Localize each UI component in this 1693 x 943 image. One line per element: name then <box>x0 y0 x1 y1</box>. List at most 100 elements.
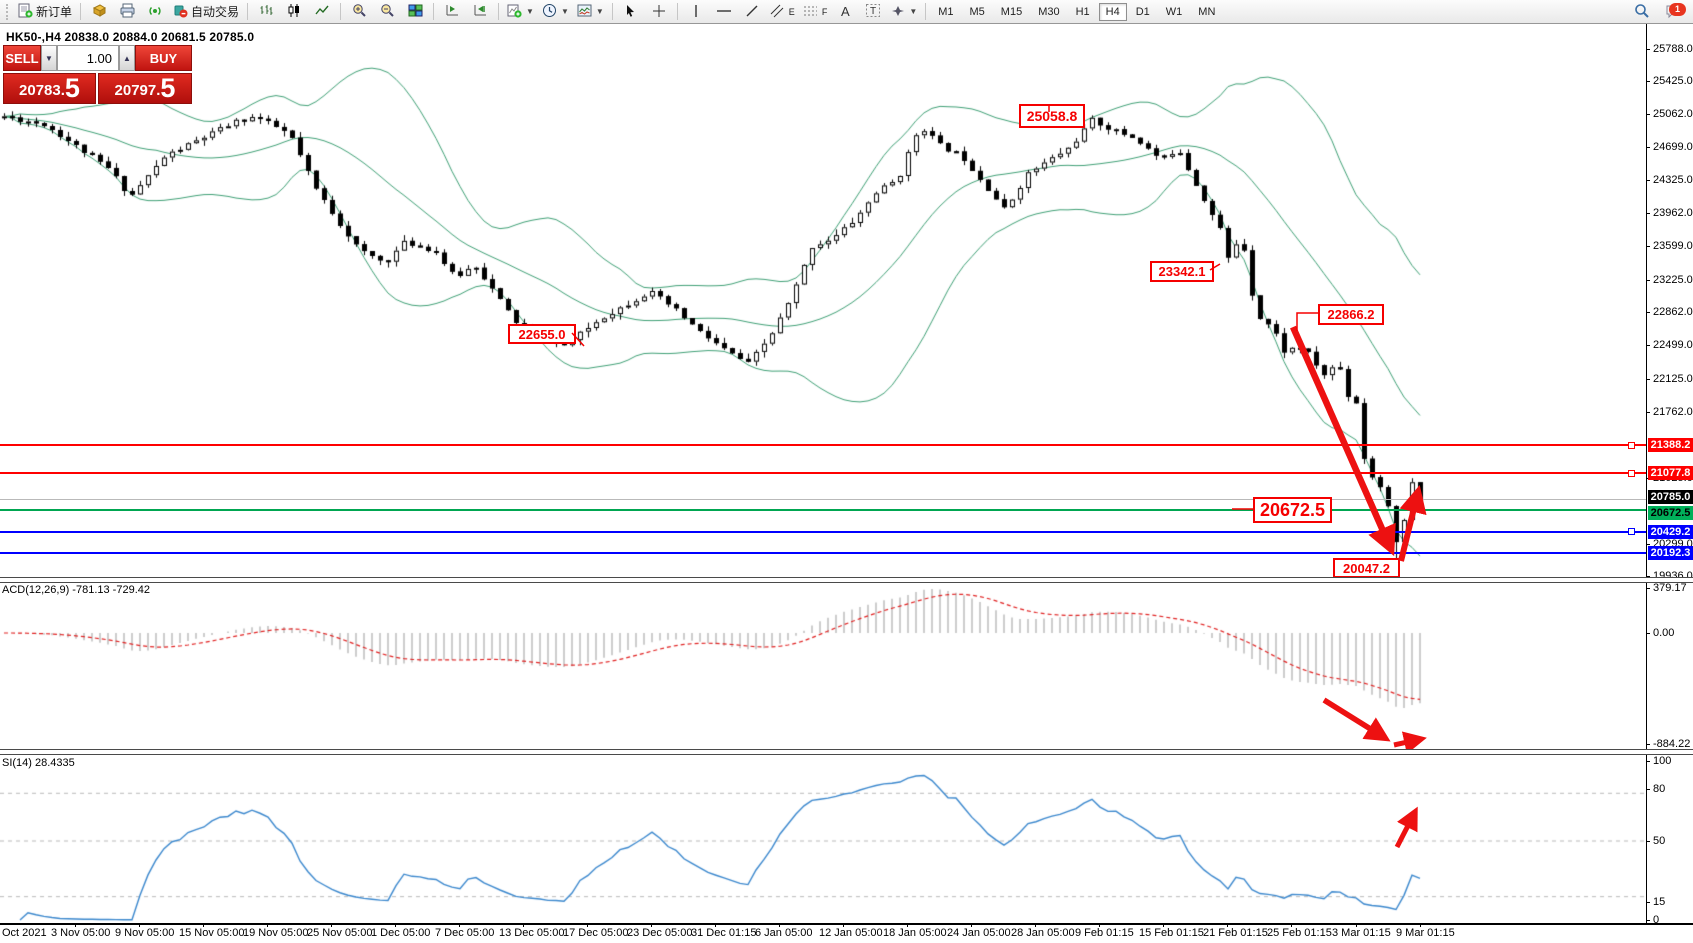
time-axis-label: 3 Nov 05:00 <box>51 927 111 939</box>
zoom-in-button[interactable] <box>345 1 373 23</box>
add-indicator-button[interactable]: ▼ <box>503 1 538 23</box>
horizontal-line-object[interactable] <box>0 444 1646 446</box>
timeframe-d1[interactable]: D1 <box>1135 5 1150 18</box>
time-tick-mark <box>331 923 332 927</box>
macd-scale-tick <box>1646 633 1650 634</box>
time-tick-mark <box>459 923 460 927</box>
bid-price-display[interactable]: 20783. 5 <box>3 73 96 104</box>
tile-windows-icon <box>408 3 423 20</box>
line-drag-handle[interactable] <box>1628 470 1635 477</box>
text-tool-button[interactable]: A <box>831 1 859 23</box>
toolbar-separator <box>433 3 435 20</box>
tile-windows-button[interactable] <box>401 1 429 23</box>
timeframe-m1[interactable]: M1 <box>938 5 954 18</box>
timeframe-m5[interactable]: M5 <box>969 5 985 18</box>
arrows-tool-button[interactable]: ▼ <box>887 1 921 23</box>
horizontal-line-icon <box>716 4 732 20</box>
dropdown-arrow-icon: ▼ <box>526 7 534 16</box>
volume-input[interactable]: 1.00 <box>57 45 119 71</box>
time-axis-label: 7 Dec 05:00 <box>435 927 495 939</box>
price-callout-23342.1[interactable]: 23342.1 <box>1150 261 1214 282</box>
bar-chart-button[interactable] <box>252 1 280 23</box>
time-tick-mark <box>843 923 844 927</box>
search-icon <box>1634 3 1650 21</box>
volume-decrease-button[interactable]: ▼ <box>41 45 57 71</box>
time-tick-mark <box>203 923 204 927</box>
new-order-button[interactable]: 新订单 <box>14 1 76 23</box>
auto-trading-button[interactable]: 自动交易 <box>169 1 243 23</box>
trendline-tool-button[interactable] <box>738 1 766 23</box>
current-price-line[interactable] <box>0 499 1646 500</box>
buy-button[interactable]: BUY <box>135 45 192 71</box>
ask-price-display[interactable]: 20797. 5 <box>98 73 192 104</box>
horizontal-line-object[interactable] <box>0 531 1646 533</box>
step-back-button[interactable] <box>438 1 466 23</box>
time-tick-mark <box>139 923 140 927</box>
crosshair-icon <box>652 4 666 20</box>
notifications-button[interactable]: 1 <box>1656 1 1690 23</box>
chart-step-back-icon <box>445 3 460 20</box>
rsi-scale-label: 15 <box>1653 896 1666 908</box>
crosshair-tool-button[interactable] <box>645 1 673 23</box>
period-button[interactable]: ▼ <box>538 1 573 23</box>
volume-increase-button[interactable]: ▲ <box>119 45 135 71</box>
horizontal-line-object[interactable] <box>0 552 1646 554</box>
timeframe-h1[interactable]: H1 <box>1075 5 1090 18</box>
candlestick-chart-button[interactable] <box>280 1 308 23</box>
cursor-tool-button[interactable] <box>617 1 645 23</box>
timeframe-h4[interactable]: H4 <box>1098 2 1127 21</box>
horizontal-line-tool-button[interactable] <box>710 1 738 23</box>
price-tick-mark <box>1646 576 1650 577</box>
timeframe-mn[interactable]: MN <box>1198 5 1216 18</box>
time-tick-mark <box>267 923 268 927</box>
price-callout-20672.5[interactable]: 20672.5 <box>1253 497 1332 523</box>
main-macd-splitter[interactable] <box>0 577 1693 583</box>
channel-tool-button[interactable]: E <box>766 1 799 23</box>
dropdown-arrow-icon: ▼ <box>560 7 569 16</box>
print-button[interactable] <box>113 1 141 23</box>
fibonacci-tool-letter: F <box>821 6 828 17</box>
time-tick-mark <box>1035 923 1036 927</box>
alerts-button[interactable] <box>141 1 169 23</box>
macd-scale-tick <box>1646 588 1650 589</box>
chart-canvas[interactable] <box>0 24 1646 924</box>
search-button[interactable] <box>1628 1 1656 23</box>
toolbar-separator <box>80 3 82 20</box>
horizontal-line-object[interactable] <box>0 509 1646 511</box>
price-tag-21388.2: 21388.2 <box>1648 438 1693 452</box>
timeframe-m15[interactable]: M15 <box>1000 5 1023 18</box>
price-callout-20047.2[interactable]: 20047.2 <box>1333 558 1400 578</box>
zoom-out-button[interactable] <box>373 1 401 23</box>
price-callout-25058.8[interactable]: 25058.8 <box>1019 104 1085 128</box>
toolbar-grip <box>6 3 11 20</box>
fibonacci-tool-button[interactable]: F <box>799 1 832 23</box>
line-chart-button[interactable] <box>308 1 336 23</box>
line-drag-handle[interactable] <box>1628 442 1635 449</box>
price-tick-label: 22862.0 <box>1653 306 1693 318</box>
rsi-scale-label: 80 <box>1653 783 1666 795</box>
sell-button[interactable]: SELL <box>3 45 41 71</box>
price-callout-22655.0[interactable]: 22655.0 <box>508 324 576 344</box>
equidistant-channel-icon <box>770 4 786 20</box>
chart-template-button[interactable]: ▼ <box>573 1 608 23</box>
line-drag-handle[interactable] <box>1628 528 1635 535</box>
step-forward-button[interactable] <box>466 1 494 23</box>
candlestick-icon <box>287 3 302 20</box>
timeframe-m30[interactable]: M30 <box>1038 5 1060 18</box>
chart-profile-button[interactable] <box>85 1 113 23</box>
price-tick-mark <box>1646 379 1650 380</box>
timeframe-w1[interactable]: W1 <box>1165 5 1183 18</box>
vertical-line-tool-button[interactable] <box>682 1 710 23</box>
time-tick-mark <box>1356 923 1357 927</box>
horizontal-line-object[interactable] <box>0 472 1646 474</box>
macd-rsi-splitter[interactable] <box>0 749 1693 755</box>
rsi-scale-tick <box>1646 902 1650 903</box>
time-axis-label: 3 Mar 01:15 <box>1332 927 1391 939</box>
notification-badge: 1 <box>1669 2 1686 16</box>
price-callout-22866.2[interactable]: 22866.2 <box>1318 304 1384 325</box>
time-tick-mark <box>779 923 780 927</box>
text-label-tool-button[interactable]: T <box>859 1 887 23</box>
price-tick-mark <box>1646 49 1650 50</box>
price-tick-label: 23599.0 <box>1653 240 1693 252</box>
price-tag-21077.8: 21077.8 <box>1648 466 1693 480</box>
